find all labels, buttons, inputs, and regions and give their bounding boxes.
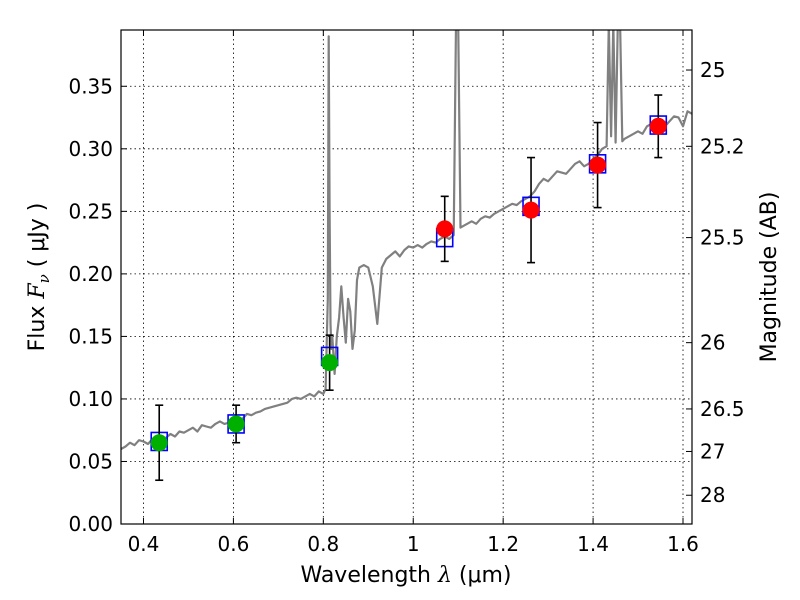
x-tick-label: 0.4: [128, 532, 160, 556]
optical-data-point: [150, 434, 168, 452]
y2-tick-label: 25.5: [700, 226, 745, 250]
y-tick-label: 0.00: [68, 512, 113, 536]
y-axis-label: Flux Fν ( μJy ): [25, 203, 53, 352]
nir-data-point: [649, 117, 667, 135]
spectrum-line: [121, 30, 692, 450]
y2-tick-label: 25: [700, 58, 725, 82]
axes-frame: [120, 29, 693, 525]
plot-area: [121, 30, 692, 482]
nir-data-point: [436, 220, 454, 238]
optical-data-point: [321, 354, 339, 372]
y2-tick-label: 28: [700, 483, 725, 507]
x-tick-label: 0.8: [307, 532, 339, 556]
x-tick-label: 0.6: [217, 532, 249, 556]
y2-tick-label: 25.2: [700, 134, 745, 158]
x-tick-label: 1: [407, 532, 420, 556]
nir-data-point: [522, 201, 540, 219]
y-tick-label: 0.05: [68, 449, 113, 473]
x-tick-label: 1.6: [667, 532, 699, 556]
y-tick-label: 0.35: [68, 74, 113, 98]
x-tick-label: 1.2: [487, 532, 519, 556]
y-tick-label: 0.30: [68, 137, 113, 161]
nir-data-point: [589, 156, 607, 174]
y-tick-label: 0.20: [68, 262, 113, 286]
optical-data-point: [227, 415, 245, 433]
y2-tick-label: 26.5: [700, 397, 745, 421]
axis-ticks: 0.4 0.6 0.8 1 1.2 1.4 1.6 0.00 0.05 0.10 0.15 0.20 0…: [68, 30, 745, 556]
y-tick-label: 0.25: [68, 199, 113, 223]
x-axis-label: Wavelength λ (μm): [300, 563, 511, 588]
x-tick-label: 1.4: [577, 532, 609, 556]
y-tick-label: 0.15: [68, 324, 113, 348]
y-tick-label: 0.10: [68, 387, 113, 411]
y2-tick-label: 27: [700, 439, 725, 463]
y2-tick-label: 26: [700, 331, 725, 355]
y2-axis-label: Magnitude (AB): [757, 192, 782, 363]
